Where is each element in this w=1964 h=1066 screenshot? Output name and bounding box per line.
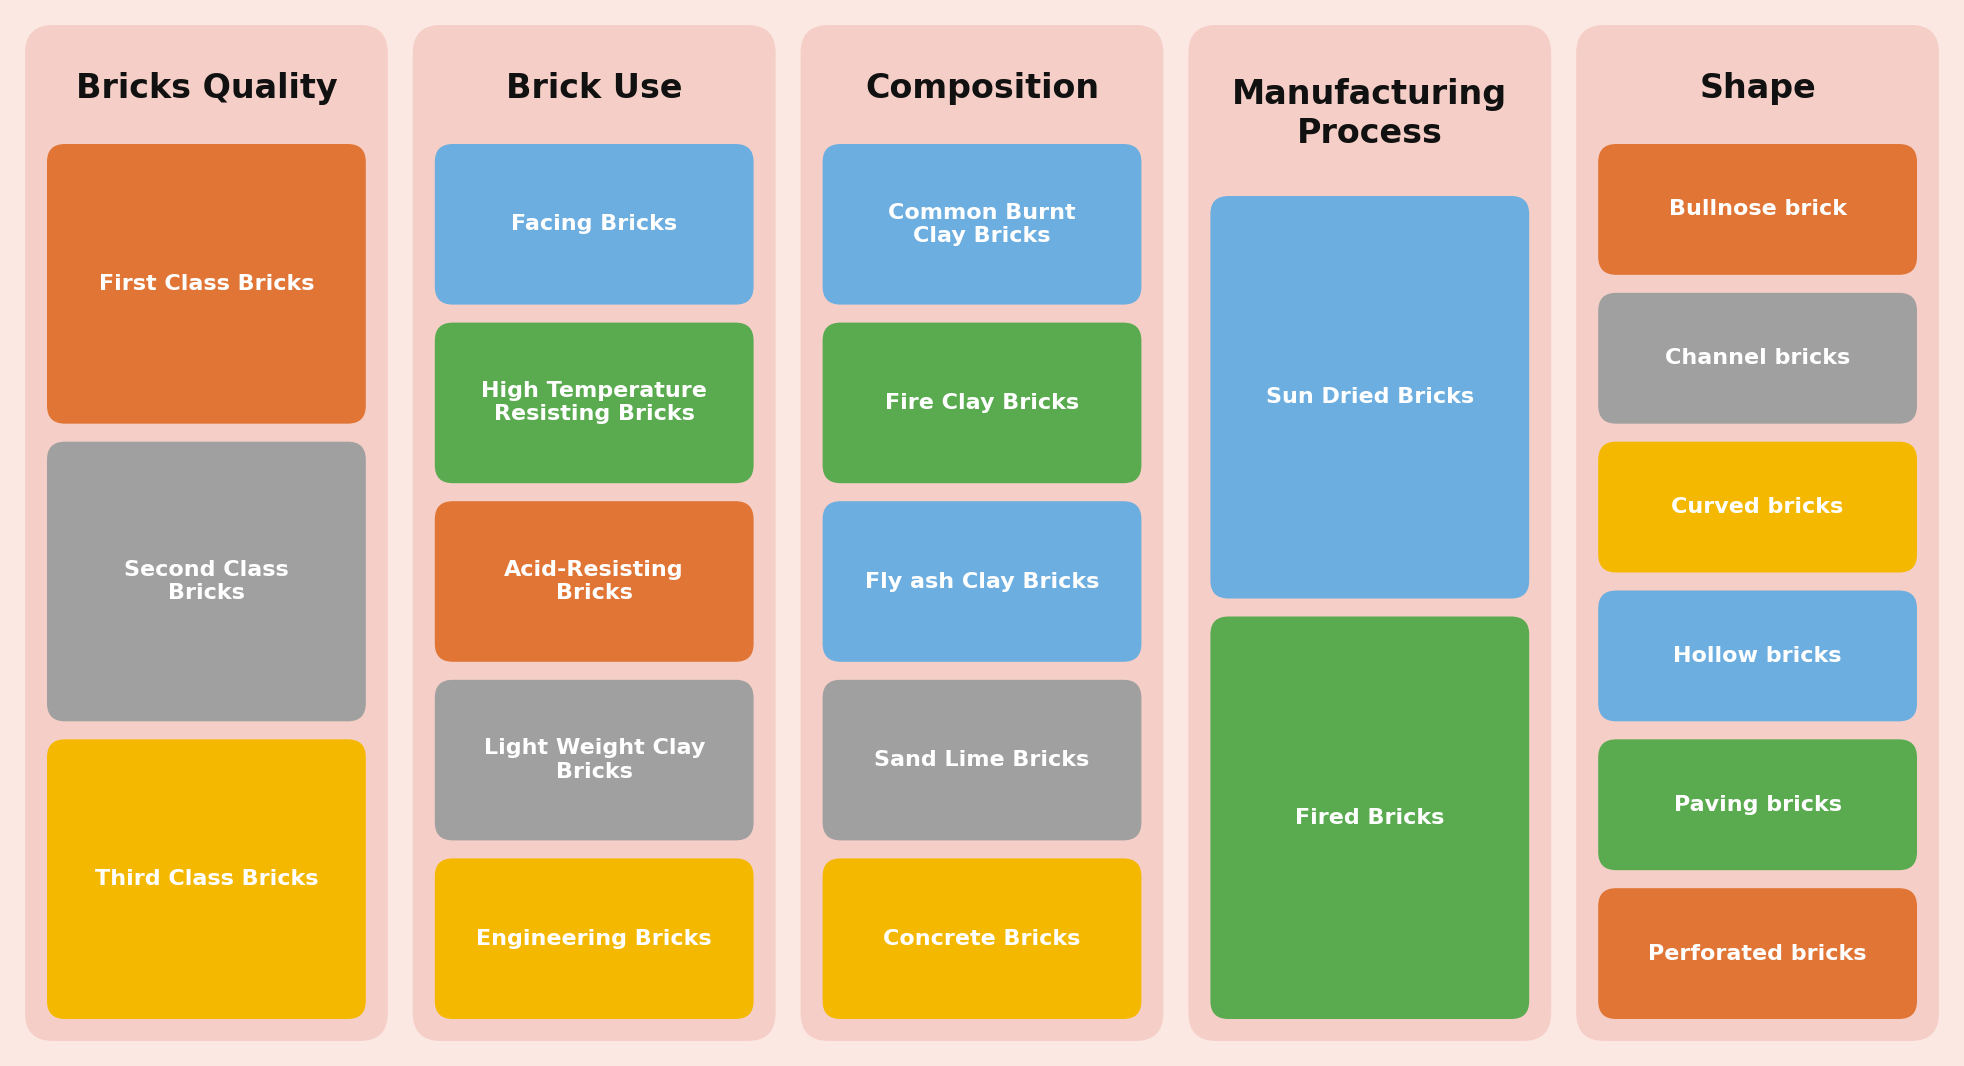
FancyBboxPatch shape: [434, 680, 754, 840]
FancyBboxPatch shape: [47, 144, 365, 423]
Text: Channel bricks: Channel bricks: [1665, 349, 1850, 368]
FancyBboxPatch shape: [1210, 196, 1530, 598]
FancyBboxPatch shape: [823, 501, 1141, 662]
FancyBboxPatch shape: [823, 323, 1141, 483]
FancyBboxPatch shape: [434, 858, 754, 1019]
Text: Second Class
Bricks: Second Class Bricks: [124, 560, 289, 603]
FancyBboxPatch shape: [823, 858, 1141, 1019]
FancyBboxPatch shape: [1599, 591, 1917, 722]
Text: Engineering Bricks: Engineering Bricks: [477, 928, 713, 949]
Text: Sun Dried Bricks: Sun Dried Bricks: [1265, 387, 1473, 407]
FancyBboxPatch shape: [1599, 888, 1917, 1019]
Text: Hollow bricks: Hollow bricks: [1673, 646, 1842, 666]
Text: Sand Lime Bricks: Sand Lime Bricks: [874, 750, 1090, 770]
Text: Composition: Composition: [864, 71, 1100, 104]
Text: Common Burnt
Clay Bricks: Common Burnt Clay Bricks: [888, 203, 1076, 246]
Text: Fire Clay Bricks: Fire Clay Bricks: [886, 393, 1078, 413]
Text: Curved bricks: Curved bricks: [1671, 497, 1844, 517]
FancyBboxPatch shape: [412, 25, 776, 1041]
Text: Acid-Resisting
Bricks: Acid-Resisting Bricks: [505, 560, 683, 603]
Text: First Class Bricks: First Class Bricks: [98, 274, 314, 294]
Text: High Temperature
Resisting Bricks: High Temperature Resisting Bricks: [481, 382, 707, 424]
FancyBboxPatch shape: [1599, 144, 1917, 275]
Text: Bricks Quality: Bricks Quality: [75, 71, 338, 104]
FancyBboxPatch shape: [434, 323, 754, 483]
FancyBboxPatch shape: [1599, 293, 1917, 423]
FancyBboxPatch shape: [801, 25, 1163, 1041]
Text: Manufacturing
Process: Manufacturing Process: [1231, 79, 1506, 149]
FancyBboxPatch shape: [47, 441, 365, 722]
Text: Facing Bricks: Facing Bricks: [511, 214, 678, 235]
FancyBboxPatch shape: [823, 144, 1141, 305]
FancyBboxPatch shape: [1577, 25, 1938, 1041]
Text: Paving bricks: Paving bricks: [1673, 795, 1842, 814]
Text: Fly ash Clay Bricks: Fly ash Clay Bricks: [864, 571, 1100, 592]
FancyBboxPatch shape: [1210, 616, 1530, 1019]
FancyBboxPatch shape: [434, 501, 754, 662]
FancyBboxPatch shape: [1599, 441, 1917, 572]
FancyBboxPatch shape: [47, 740, 365, 1019]
FancyBboxPatch shape: [434, 144, 754, 305]
FancyBboxPatch shape: [26, 25, 387, 1041]
FancyBboxPatch shape: [823, 680, 1141, 840]
Text: Concrete Bricks: Concrete Bricks: [884, 928, 1080, 949]
Text: Light Weight Clay
Bricks: Light Weight Clay Bricks: [483, 739, 705, 781]
Text: Third Class Bricks: Third Class Bricks: [94, 869, 318, 889]
FancyBboxPatch shape: [1599, 740, 1917, 870]
Text: Brick Use: Brick Use: [507, 71, 682, 104]
Text: Bullnose brick: Bullnose brick: [1669, 199, 1846, 220]
Text: Perforated bricks: Perforated bricks: [1648, 943, 1868, 964]
Text: Fired Bricks: Fired Bricks: [1294, 808, 1444, 828]
FancyBboxPatch shape: [1188, 25, 1552, 1041]
Text: Shape: Shape: [1699, 71, 1817, 104]
